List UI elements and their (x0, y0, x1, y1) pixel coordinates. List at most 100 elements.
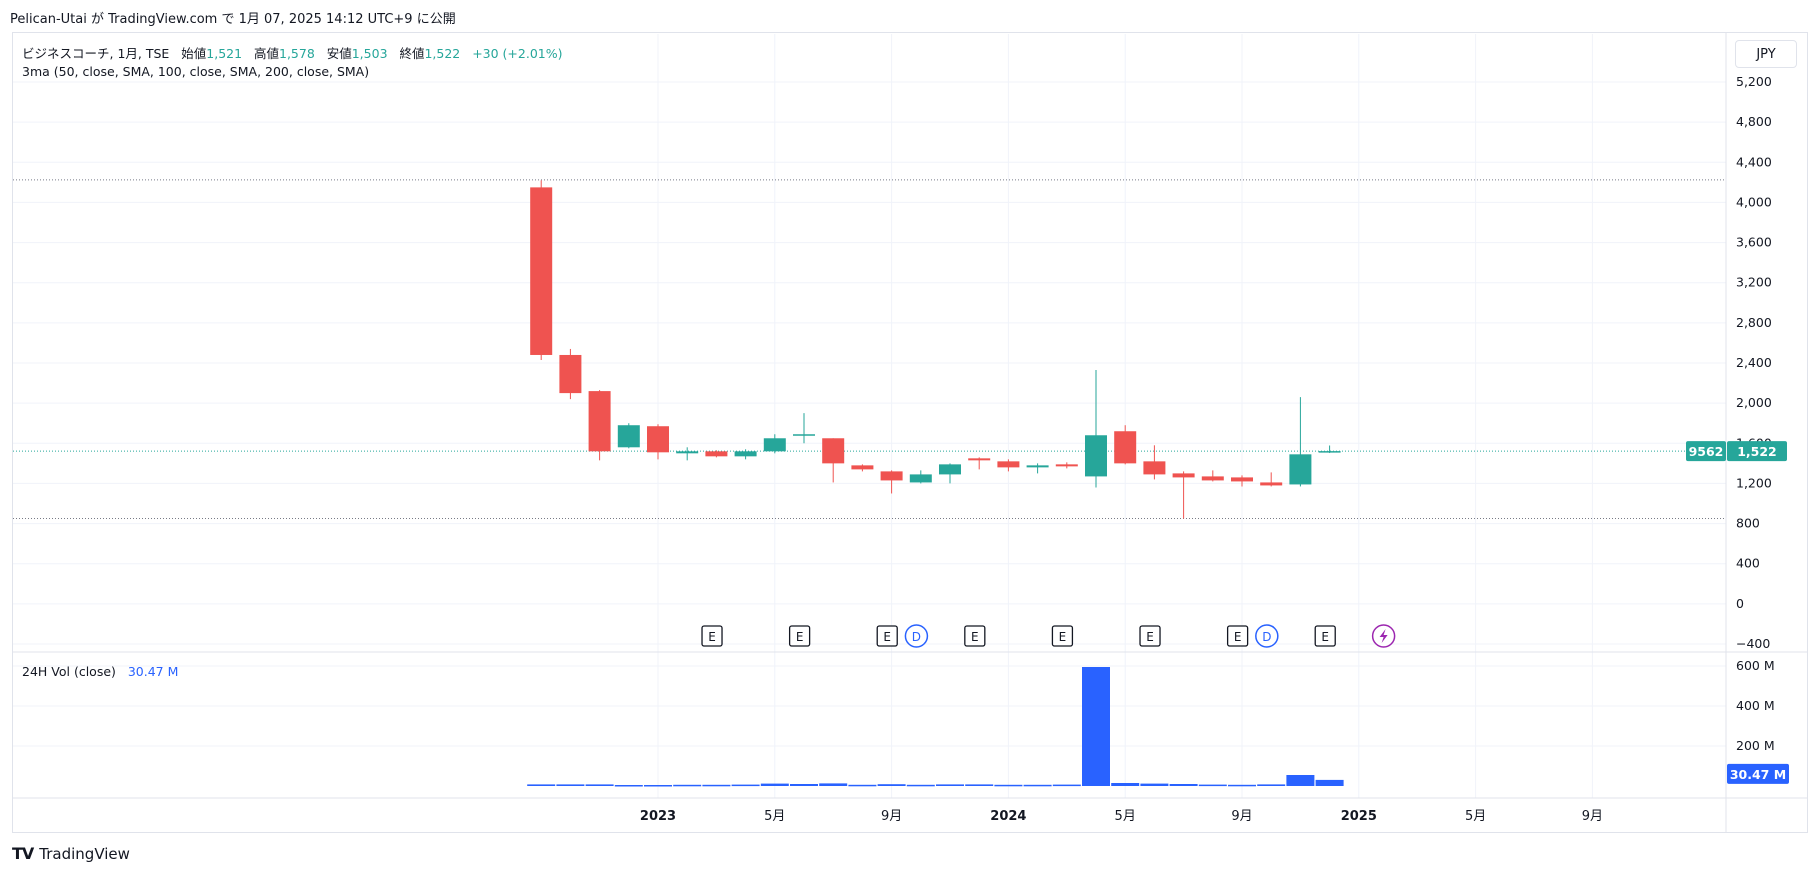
volume-bar[interactable] (965, 784, 994, 786)
candle-body[interactable] (1201, 476, 1224, 481)
earnings-marker[interactable] (788, 625, 811, 647)
candle-body[interactable] (734, 451, 757, 457)
candle-body[interactable] (1055, 464, 1078, 467)
volume-bar[interactable] (819, 783, 848, 786)
candle-body[interactable] (968, 458, 991, 461)
volume-bar[interactable] (1286, 775, 1315, 786)
earnings-marker[interactable] (1314, 625, 1336, 647)
time-tick-label: 2024 (990, 809, 1026, 824)
volume-bar[interactable] (994, 784, 1023, 787)
dividend-marker-label: D (912, 630, 921, 644)
candle-body[interactable] (1231, 477, 1253, 482)
volume-bar[interactable] (1315, 779, 1344, 786)
candle-body[interactable] (647, 426, 669, 453)
symbol-code-label: 9562 (1689, 444, 1724, 459)
earnings-marker-label: E (1321, 630, 1329, 644)
candle-body[interactable] (588, 391, 611, 452)
legend-low-label: 安値 (326, 46, 352, 61)
volume-bar[interactable] (1257, 784, 1286, 786)
candle-body[interactable] (1318, 451, 1341, 453)
earnings-marker[interactable] (701, 625, 723, 647)
candle-body[interactable] (939, 464, 961, 475)
candle-body[interactable] (705, 451, 728, 457)
volume-bar[interactable] (1140, 783, 1169, 786)
volume-bar[interactable] (1111, 783, 1140, 786)
volume-bar[interactable] (936, 784, 964, 786)
volume-value: 30.47 M (127, 664, 179, 679)
earnings-marker[interactable] (964, 625, 986, 647)
publish-info: Pelican-Utai が TradingView.com で 1月 07, … (10, 12, 456, 27)
volume-bar[interactable] (702, 784, 731, 787)
volume-bar[interactable] (644, 785, 672, 787)
earnings-marker[interactable] (876, 625, 898, 647)
volume-bar[interactable] (1169, 784, 1198, 786)
volume-bar[interactable] (1023, 784, 1052, 787)
tradingview-logo[interactable]: TV TradingView (12, 844, 130, 863)
legend-symbol: ビジネスコーチ, 1月, TSE (22, 46, 170, 61)
volume-bar[interactable] (1228, 784, 1256, 787)
tradingview-logo-text: TradingView (39, 844, 130, 863)
candle-body[interactable] (763, 438, 786, 452)
currency-button[interactable]: JPY (1735, 40, 1797, 68)
candle-body[interactable] (880, 471, 903, 481)
earnings-marker[interactable] (1139, 625, 1161, 647)
legend-high-label: 高値 (253, 46, 279, 61)
candle-body[interactable] (1026, 465, 1049, 468)
volume-bar[interactable] (614, 785, 643, 787)
volume-bar[interactable] (673, 784, 702, 787)
candle-body[interactable] (530, 187, 553, 355)
volume-bar[interactable] (731, 784, 760, 787)
candle-body[interactable] (822, 438, 845, 464)
earnings-marker-label: E (1146, 630, 1154, 644)
earnings-marker[interactable] (1051, 625, 1074, 647)
candle-body[interactable] (1172, 473, 1195, 478)
candle-body[interactable] (1085, 435, 1107, 477)
candle-body[interactable] (617, 425, 640, 448)
earnings-marker-label: E (971, 630, 979, 644)
dividend-marker[interactable] (904, 624, 929, 648)
volume-bar[interactable] (1082, 667, 1110, 786)
candle-body[interactable] (909, 474, 932, 483)
legend-indicator[interactable]: 3ma (50, close, SMA, 100, close, SMA, 20… (22, 64, 370, 79)
volume-bar[interactable] (1198, 784, 1227, 787)
volume-bar[interactable] (585, 784, 614, 786)
volume-bar[interactable] (1052, 784, 1081, 787)
legend-volume[interactable]: 24H Vol (close) 30.47 M (22, 664, 178, 679)
candle-body[interactable] (793, 434, 815, 436)
price-tick-label: 0 (1736, 596, 1744, 611)
candle-body[interactable] (559, 354, 582, 394)
candle-body[interactable] (1143, 461, 1166, 475)
candle-body[interactable] (997, 461, 1020, 468)
tradingview-mark-icon: TV (12, 844, 34, 863)
time-tick-label: 9月 (1231, 809, 1252, 824)
price-tick-label: 3,200 (1736, 275, 1772, 290)
candle-body[interactable] (1114, 431, 1137, 464)
volume-bar[interactable] (790, 784, 818, 786)
candle-body[interactable] (676, 451, 699, 454)
earnings-marker-label: E (796, 630, 804, 644)
price-tick-label: 4,800 (1736, 114, 1772, 129)
legend-close: 1,522 (424, 46, 461, 61)
candle-body[interactable] (1289, 454, 1312, 485)
legend-low: 1,503 (351, 46, 388, 61)
legend-main: ビジネスコーチ, 1月, TSE 始値1,521 高値1,578 安値1,503… (22, 43, 562, 62)
candle-body[interactable] (851, 465, 874, 470)
volume-bar[interactable] (760, 783, 789, 786)
volume-bar[interactable] (556, 784, 585, 786)
candle-body[interactable] (1260, 482, 1283, 486)
volume-bar[interactable] (848, 784, 877, 787)
time-tick-label: 2023 (640, 809, 676, 824)
volume-bar[interactable] (527, 784, 556, 786)
earnings-marker-label: E (1234, 630, 1242, 644)
price-tick-label: 1,200 (1736, 475, 1772, 490)
volume-bar[interactable] (877, 784, 906, 786)
volume-bar[interactable] (906, 784, 935, 787)
dividend-marker-label: D (1262, 630, 1271, 644)
earnings-marker-label: E (1059, 630, 1067, 644)
earnings-marker[interactable] (1226, 625, 1249, 647)
legend-open: 1,521 (206, 46, 243, 61)
dividend-marker[interactable] (1255, 624, 1279, 648)
legend-close-label: 終値 (399, 46, 425, 61)
legend-open-label: 始値 (181, 46, 207, 61)
